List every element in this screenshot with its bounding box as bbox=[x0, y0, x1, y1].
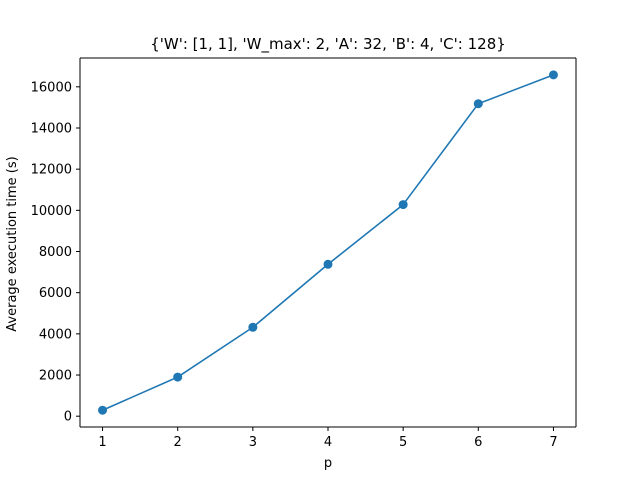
y-tick-label: 8000 bbox=[39, 245, 72, 260]
x-tick-label: 7 bbox=[549, 435, 557, 450]
y-tick-label: 14000 bbox=[31, 121, 72, 136]
x-tick-label: 4 bbox=[324, 435, 332, 450]
x-tick-label: 6 bbox=[474, 435, 482, 450]
series-layer bbox=[98, 70, 558, 415]
y-tick-label: 6000 bbox=[39, 286, 72, 301]
data-point bbox=[98, 405, 108, 415]
data-point bbox=[548, 70, 558, 80]
data-point bbox=[323, 259, 333, 269]
plot-background bbox=[80, 58, 576, 427]
chart-title: {'W': [1, 1], 'W_max': 2, 'A': 32, 'B': … bbox=[150, 35, 506, 54]
y-tick-label: 16000 bbox=[31, 80, 72, 95]
plot-area bbox=[79, 57, 577, 428]
y-tick-label: 4000 bbox=[39, 327, 72, 342]
data-point bbox=[473, 99, 483, 109]
x-tick-label: 1 bbox=[98, 435, 106, 450]
data-point bbox=[173, 372, 183, 382]
y-tick-label: 12000 bbox=[31, 163, 72, 178]
x-tick-label: 3 bbox=[249, 435, 257, 450]
x-axis: 1 2 3 4 5 6 7 bbox=[98, 427, 558, 450]
y-axis-label: Average execution time (s) bbox=[5, 156, 20, 331]
x-tick-label: 5 bbox=[399, 435, 407, 450]
x-axis-label: p bbox=[324, 456, 332, 471]
y-tick-label: 2000 bbox=[39, 369, 72, 384]
data-point bbox=[398, 200, 408, 210]
y-tick-label: 10000 bbox=[31, 204, 72, 219]
data-point bbox=[248, 322, 258, 332]
x-tick-label: 2 bbox=[174, 435, 182, 450]
y-tick-label: 0 bbox=[64, 410, 72, 425]
y-axis: 0 2000 4000 6000 8000 10000 12000 14000 16000 bbox=[31, 80, 80, 425]
